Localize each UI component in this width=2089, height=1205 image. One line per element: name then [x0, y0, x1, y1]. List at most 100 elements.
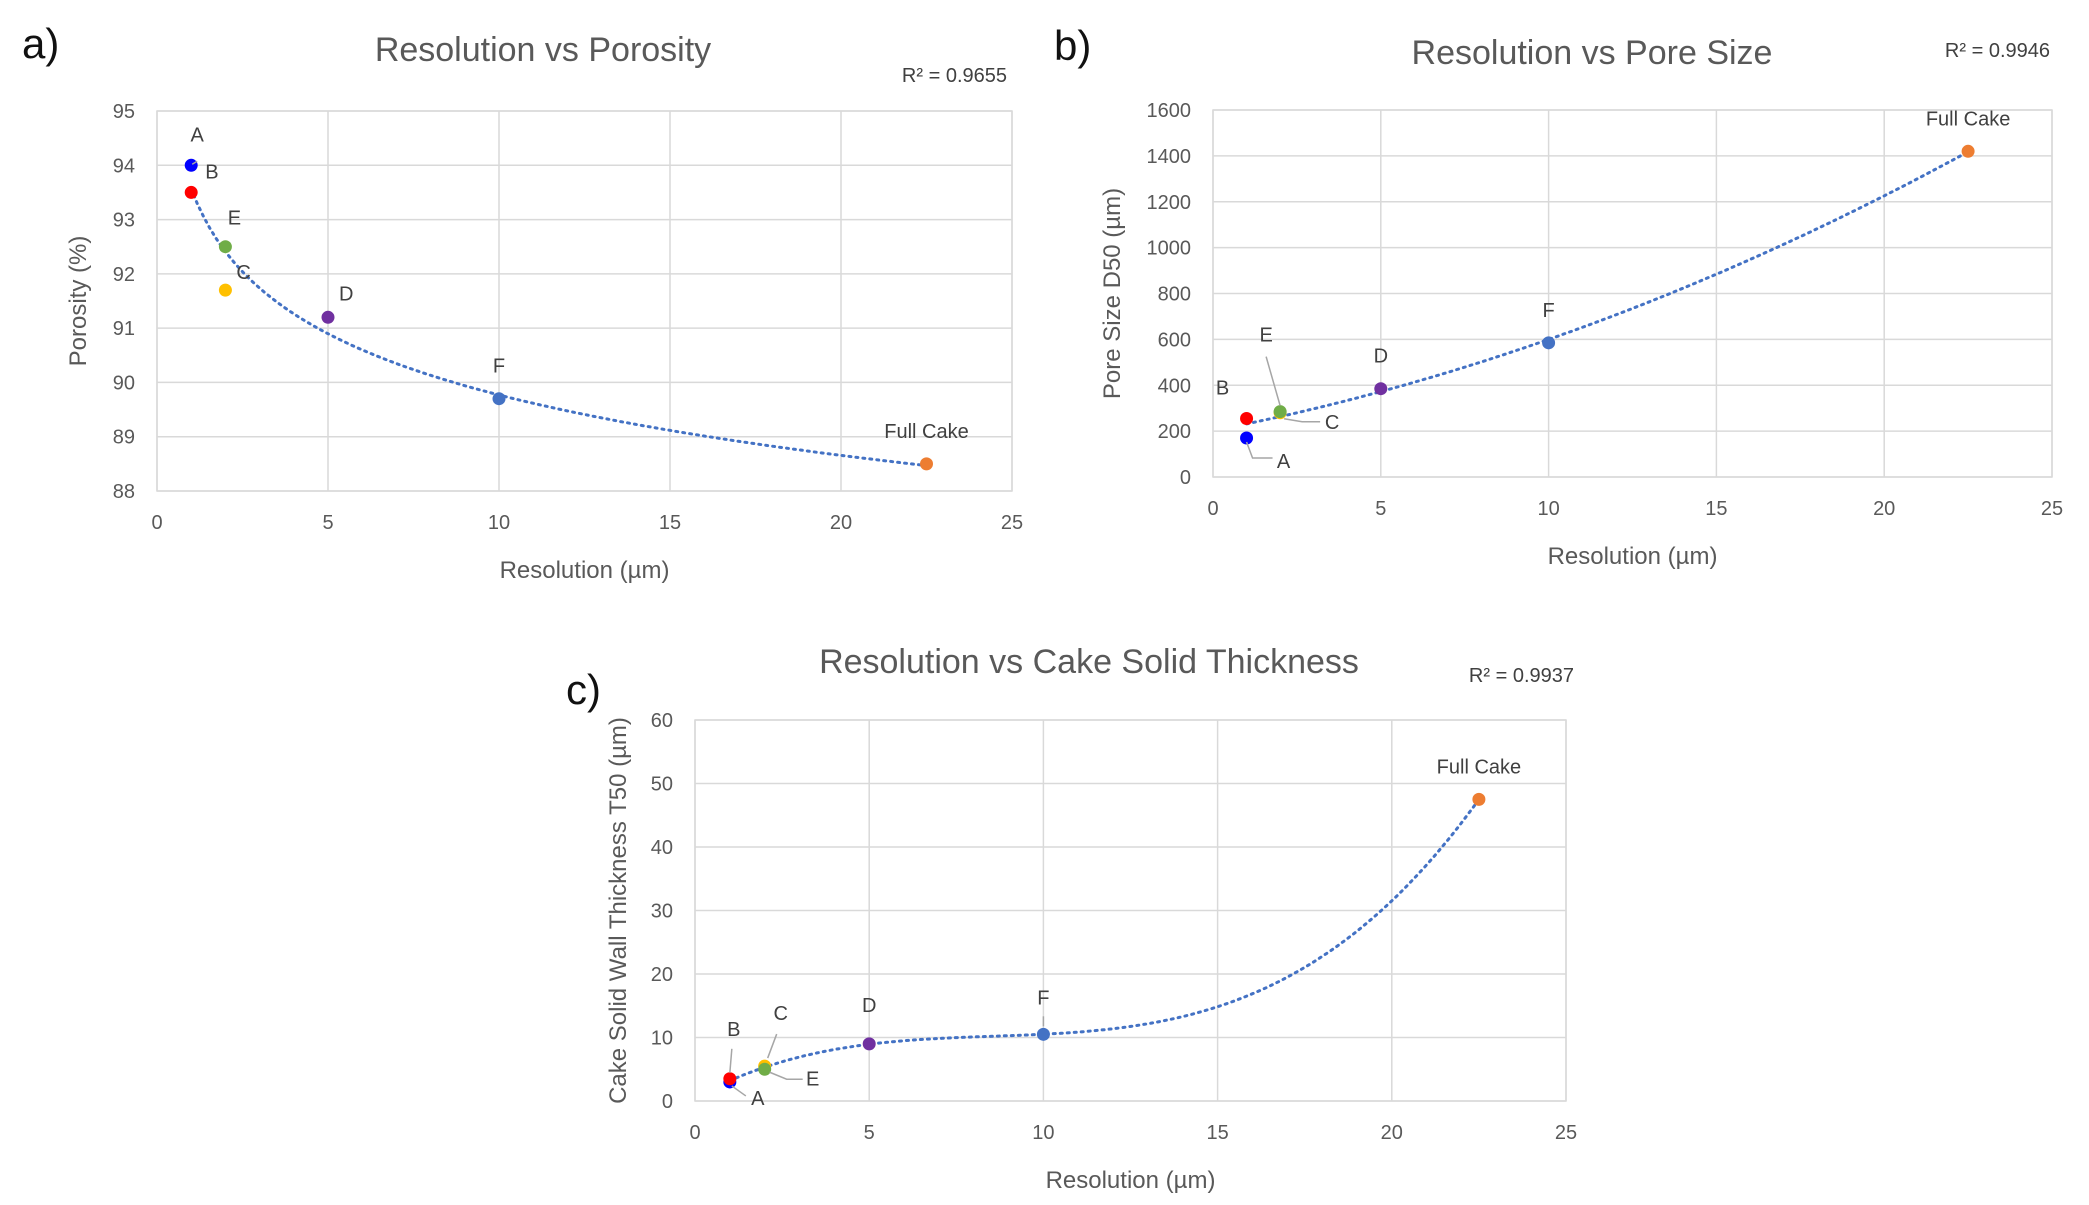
data-point-b	[723, 1072, 737, 1086]
data-label-b: B	[1216, 378, 1229, 400]
x-tick-label: 15	[659, 512, 681, 534]
chart-c: c) Resolution vs Cake Solid Thickness R² =…	[566, 643, 1577, 1194]
trendline	[189, 187, 928, 468]
label-leader-line	[1245, 441, 1273, 459]
data-label-a: A	[751, 1088, 765, 1110]
r-squared-label: R² = 0.9937	[1469, 665, 1574, 687]
x-tick-label: 0	[1207, 498, 1218, 520]
panel-label: b)	[1054, 22, 1091, 69]
chart-b: b) Resolution vs Pore Size R² = 0.9946 0 5 10…	[1054, 22, 2063, 570]
chart-a: a) Resolution vs Porosity R² = 0.9655 0 5 10 1…	[22, 20, 1023, 584]
x-tick-label: 0	[689, 1122, 700, 1144]
data-label-d: D	[862, 995, 876, 1017]
panel-label: a)	[22, 20, 59, 67]
data-point-e	[218, 240, 232, 254]
x-axis-title: Resolution (µm)	[1548, 543, 1718, 570]
data-label-a: A	[191, 124, 205, 146]
data-point-a	[184, 158, 198, 172]
x-tick-label: 20	[1873, 498, 1895, 520]
x-tick-label: 20	[830, 512, 852, 534]
data-label-d: D	[1374, 346, 1388, 368]
data-label-e: E	[806, 1068, 819, 1090]
x-tick-label: 5	[864, 1122, 875, 1144]
label-leader-line	[191, 160, 198, 165]
x-tick-label: 10	[1032, 1122, 1054, 1144]
data-point-f	[492, 392, 506, 406]
label-leader-line	[729, 1048, 733, 1073]
label-leader-line	[1283, 418, 1321, 423]
data-label-full-cake: Full Cake	[1926, 108, 2010, 130]
data-point-f	[1036, 1027, 1050, 1041]
data-point-e	[758, 1062, 772, 1076]
data-label-e: E	[228, 208, 241, 230]
data-point-a	[1240, 431, 1254, 445]
y-tick-label: 40	[651, 837, 673, 859]
y-tick-label: 94	[113, 155, 135, 177]
panel-label: c)	[566, 666, 601, 713]
data-label-c: C	[1325, 412, 1339, 434]
data-label-full-cake: Full Cake	[1437, 756, 1521, 778]
y-tick-label: 0	[1180, 467, 1191, 489]
data-label-e: E	[1259, 325, 1272, 347]
x-tick-label: 25	[1001, 512, 1023, 534]
y-tick-label: 1000	[1147, 238, 1192, 260]
x-tick-label: 15	[1206, 1122, 1228, 1144]
y-tick-label: 88	[113, 481, 135, 503]
x-axis-title: Resolution (µm)	[500, 557, 670, 584]
y-tick-label: 800	[1158, 284, 1191, 306]
y-tick-label: 89	[113, 427, 135, 449]
plot-area	[156, 110, 1013, 492]
data-point-c	[218, 283, 232, 297]
y-tick-label: 92	[113, 264, 135, 286]
data-point-f	[1542, 336, 1556, 350]
data-point-full-cake	[1961, 144, 1975, 158]
x-tick-label: 5	[1375, 498, 1386, 520]
data-label-f: F	[1037, 987, 1049, 1009]
x-tick-label: 5	[322, 512, 333, 534]
x-tick-label: 25	[2041, 498, 2063, 520]
y-tick-label: 1400	[1147, 146, 1192, 168]
data-label-d: D	[339, 283, 353, 305]
y-tick-label: 95	[113, 101, 135, 123]
y-tick-label: 200	[1158, 421, 1191, 443]
data-point-e	[1273, 405, 1287, 419]
y-axis-title: Pore Size D50 (µm)	[1099, 188, 1126, 399]
data-point-d	[321, 310, 335, 324]
data-point-d	[1374, 382, 1388, 396]
y-tick-label: 90	[113, 372, 135, 394]
y-tick-label: 1200	[1147, 192, 1192, 214]
data-point-b	[1240, 412, 1254, 426]
data-label-a: A	[1277, 451, 1291, 473]
x-tick-label: 20	[1381, 1122, 1403, 1144]
y-axis-title: Porosity (%)	[65, 236, 92, 367]
data-label-b: B	[727, 1019, 740, 1041]
data-point-b	[184, 185, 198, 199]
x-tick-label: 10	[488, 512, 510, 534]
data-label-c: C	[773, 1003, 787, 1025]
trendline	[728, 797, 1481, 1083]
data-label-f: F	[493, 356, 505, 378]
label-leader-line	[731, 1085, 747, 1097]
r-squared-label: R² = 0.9655	[902, 65, 1007, 87]
chart-title: Resolution vs Cake Solid Thickness	[819, 643, 1359, 681]
data-point-full-cake	[1472, 792, 1486, 806]
data-label-f: F	[1542, 300, 1554, 322]
x-axis-title: Resolution (µm)	[1046, 1167, 1216, 1194]
y-tick-label: 93	[113, 210, 135, 232]
x-tick-label: 10	[1537, 498, 1559, 520]
y-tick-label: 30	[651, 901, 673, 923]
x-tick-label: 15	[1705, 498, 1727, 520]
data-label-b: B	[205, 161, 218, 183]
y-tick-label: 400	[1158, 375, 1191, 397]
label-leader-line	[766, 1033, 778, 1059]
y-tick-label: 60	[651, 710, 673, 732]
data-point-d	[862, 1037, 876, 1051]
x-tick-label: 25	[1555, 1122, 1577, 1144]
y-tick-label: 50	[651, 774, 673, 796]
y-tick-label: 91	[113, 318, 135, 340]
y-tick-label: 0	[662, 1091, 673, 1113]
r-squared-label: R² = 0.9946	[1945, 40, 2050, 62]
chart-title: Resolution vs Porosity	[375, 31, 711, 69]
data-label-full-cake: Full Cake	[884, 421, 968, 443]
